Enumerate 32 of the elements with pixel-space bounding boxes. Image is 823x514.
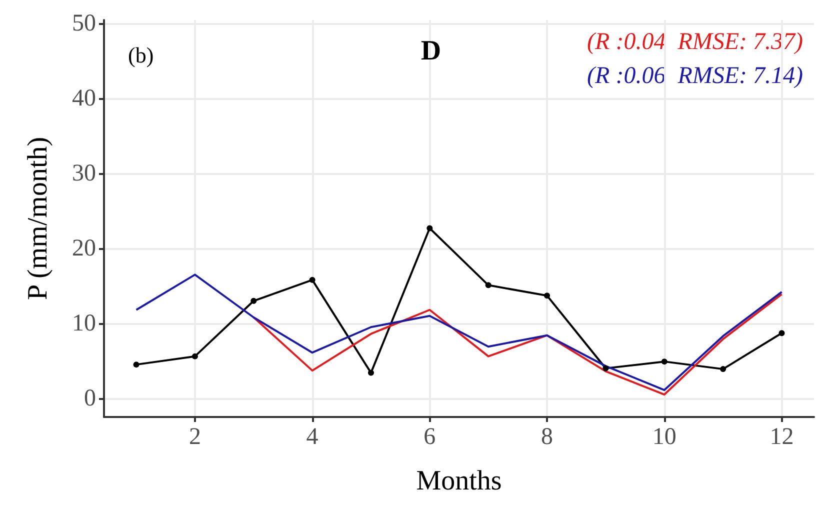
x-tick-label: 6: [424, 424, 436, 450]
annotation: (R :0.04 RMSE: 7.37): [587, 29, 804, 55]
y-tick-label: 30: [72, 160, 96, 187]
point: [368, 370, 374, 376]
point: [426, 225, 433, 232]
x-tick-label: 4: [306, 424, 318, 450]
x-tick-label: 2: [188, 424, 201, 450]
line-series: [135, 274, 783, 392]
point: [309, 276, 316, 283]
y-tick-label: 50: [72, 10, 96, 37]
x-tick-label: 10: [652, 424, 676, 450]
point: [602, 365, 609, 372]
point: [133, 362, 140, 368]
point: [192, 353, 198, 360]
annotation: (b): [128, 42, 154, 68]
annotation: (R :0.06 RMSE: 7.14): [587, 63, 804, 89]
y-tick-label: 40: [72, 86, 96, 112]
point: [661, 358, 668, 365]
text: D: [420, 36, 442, 66]
point: [250, 298, 257, 304]
x-tick-label: 8: [541, 424, 554, 450]
y-tick-label: 20: [72, 235, 96, 262]
y-axis-title: P (mm/month): [22, 136, 54, 300]
point: [720, 366, 726, 372]
point: [485, 282, 492, 288]
point: [544, 292, 550, 299]
line-series: [252, 293, 783, 396]
x-axis-title: Months: [416, 466, 502, 496]
x-tick-label: 12: [770, 424, 794, 450]
point: [778, 330, 785, 336]
y-tick-label: 0: [84, 385, 96, 412]
y-tick-label: 10: [72, 310, 96, 336]
